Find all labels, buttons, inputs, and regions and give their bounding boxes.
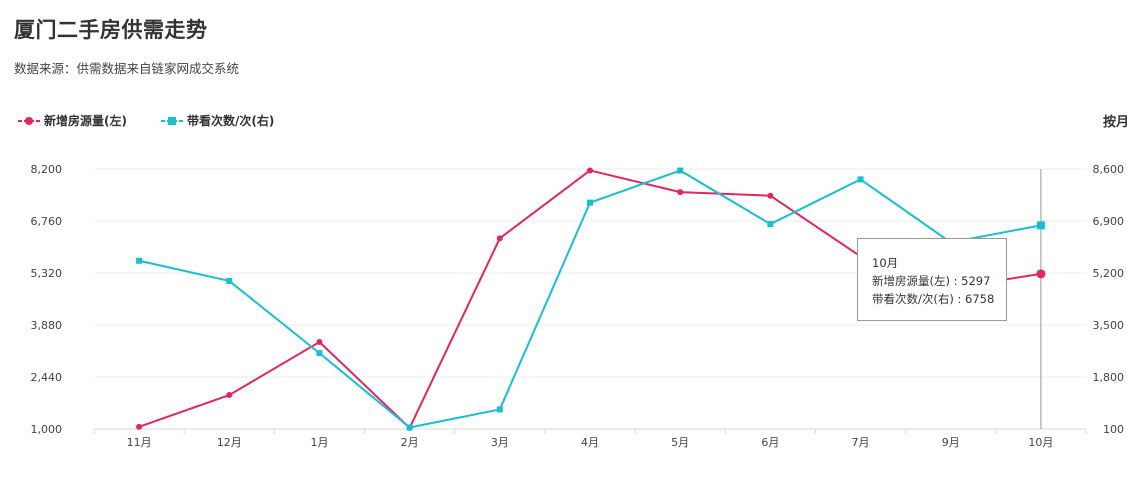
x-tick-label: 4月 — [581, 436, 599, 449]
series-point-1 — [136, 257, 143, 264]
tooltip-title: 10月 — [872, 256, 899, 270]
chart-subtitle: 数据来源：供需数据来自链家网成交系统 — [14, 61, 240, 76]
series-point-0 — [226, 392, 233, 399]
y-right-tick-label: 8,600 — [1093, 163, 1125, 176]
legend-label-supply: 新增房源量(左) — [44, 114, 127, 128]
legend-marker-square-icon — [160, 116, 183, 125]
y-left-tick-label: 3,880 — [31, 319, 63, 332]
legend: 新增房源量(左) 带看次数/次(右) — [18, 112, 308, 129]
x-tick-label: 12月 — [217, 436, 242, 449]
series-point-1 — [677, 167, 684, 174]
axes: 1,000 100 2,440 1,800 3,880 3,500 5,320 5,200 6,… — [31, 163, 1125, 449]
y-right-tick-label: 6,900 — [1093, 215, 1125, 228]
series-point-0 — [496, 235, 503, 242]
y-left-tick-label: 5,320 — [31, 267, 63, 280]
legend-item-viewings[interactable]: 带看次数/次(右) — [160, 112, 275, 129]
y-right-tick-label: 1,800 — [1093, 371, 1125, 384]
x-tick-label: 2月 — [401, 436, 419, 449]
x-tick-label: 3月 — [491, 436, 509, 449]
tooltip-line-supply: 新增房源量(左) : 5297 — [872, 274, 991, 288]
x-tick-label: 11月 — [127, 436, 152, 449]
period-toggle[interactable]: 按月 — [1102, 115, 1129, 130]
series-point-1 — [587, 199, 593, 206]
y-left-tick-label: 8,200 — [31, 163, 63, 176]
y-left-tick-label: 6,760 — [31, 215, 63, 228]
series-point-0 — [767, 192, 774, 199]
y-right-tick-label: 5,200 — [1093, 267, 1125, 280]
x-tick-label: 10月 — [1028, 436, 1053, 449]
x-tick-label: 6月 — [761, 436, 779, 449]
x-tick-label: 7月 — [852, 436, 870, 449]
legend-item-supply[interactable]: 新增房源量(左) — [18, 112, 127, 129]
y-left-tick-label: 2,440 — [31, 371, 63, 384]
legend-label-viewings: 带看次数/次(右) — [186, 114, 275, 128]
series-point-1 — [406, 424, 413, 431]
series-point-0 — [316, 338, 323, 345]
chart-title: 厦门二手房供需走势 — [14, 18, 208, 42]
series-point-0 — [677, 189, 684, 196]
y-left-tick-label: 1,000 — [31, 423, 63, 436]
tooltip-line-viewings: 带看次数/次(右) : 6758 — [872, 292, 995, 306]
series-point-0 — [1036, 269, 1046, 279]
y-right-tick-label: 100 — [1103, 423, 1124, 436]
x-tick-label: 1月 — [310, 436, 328, 449]
series-point-1 — [496, 406, 503, 413]
series-point-1 — [226, 277, 233, 284]
series-point-0 — [587, 167, 593, 174]
x-tick-label: 9月 — [942, 436, 960, 449]
series-point-1 — [316, 350, 323, 357]
series-point-1 — [1036, 221, 1045, 230]
x-tick-label: 5月 — [671, 436, 689, 449]
legend-marker-circle-icon — [18, 116, 40, 125]
series-point-1 — [857, 176, 864, 183]
chart-tooltip: 10月 新增房源量(左) : 5297 带看次数/次(右) : 6758 — [857, 238, 1007, 321]
y-right-tick-label: 3,500 — [1093, 319, 1125, 332]
series-point-0 — [136, 423, 143, 430]
series-point-1 — [767, 221, 774, 228]
